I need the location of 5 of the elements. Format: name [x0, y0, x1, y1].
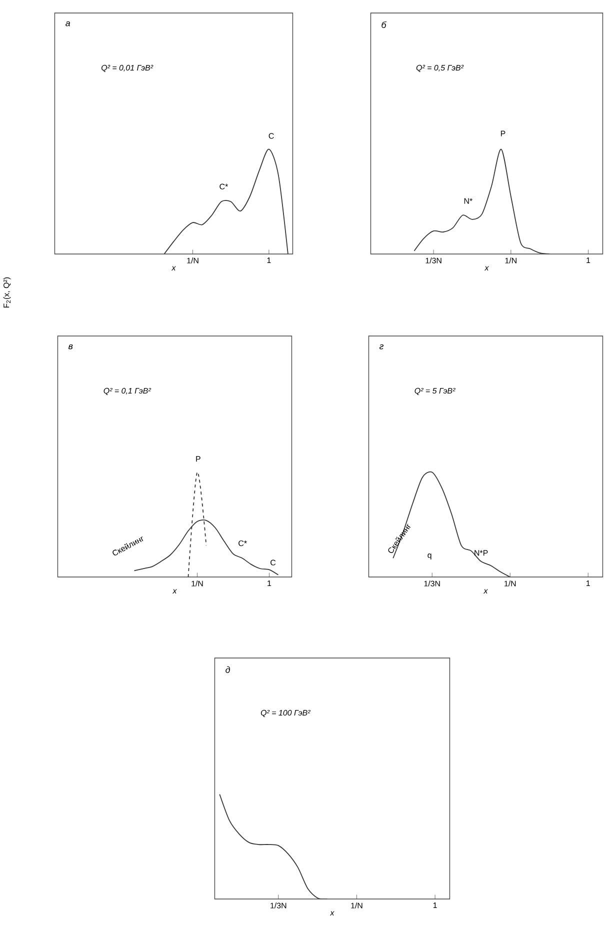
- chart-title: д: [226, 666, 230, 673]
- chart-title: а: [66, 21, 70, 26]
- chart-title: б: [382, 21, 387, 28]
- chart-title: г: [380, 344, 384, 350]
- chart-title: в: [68, 344, 73, 350]
